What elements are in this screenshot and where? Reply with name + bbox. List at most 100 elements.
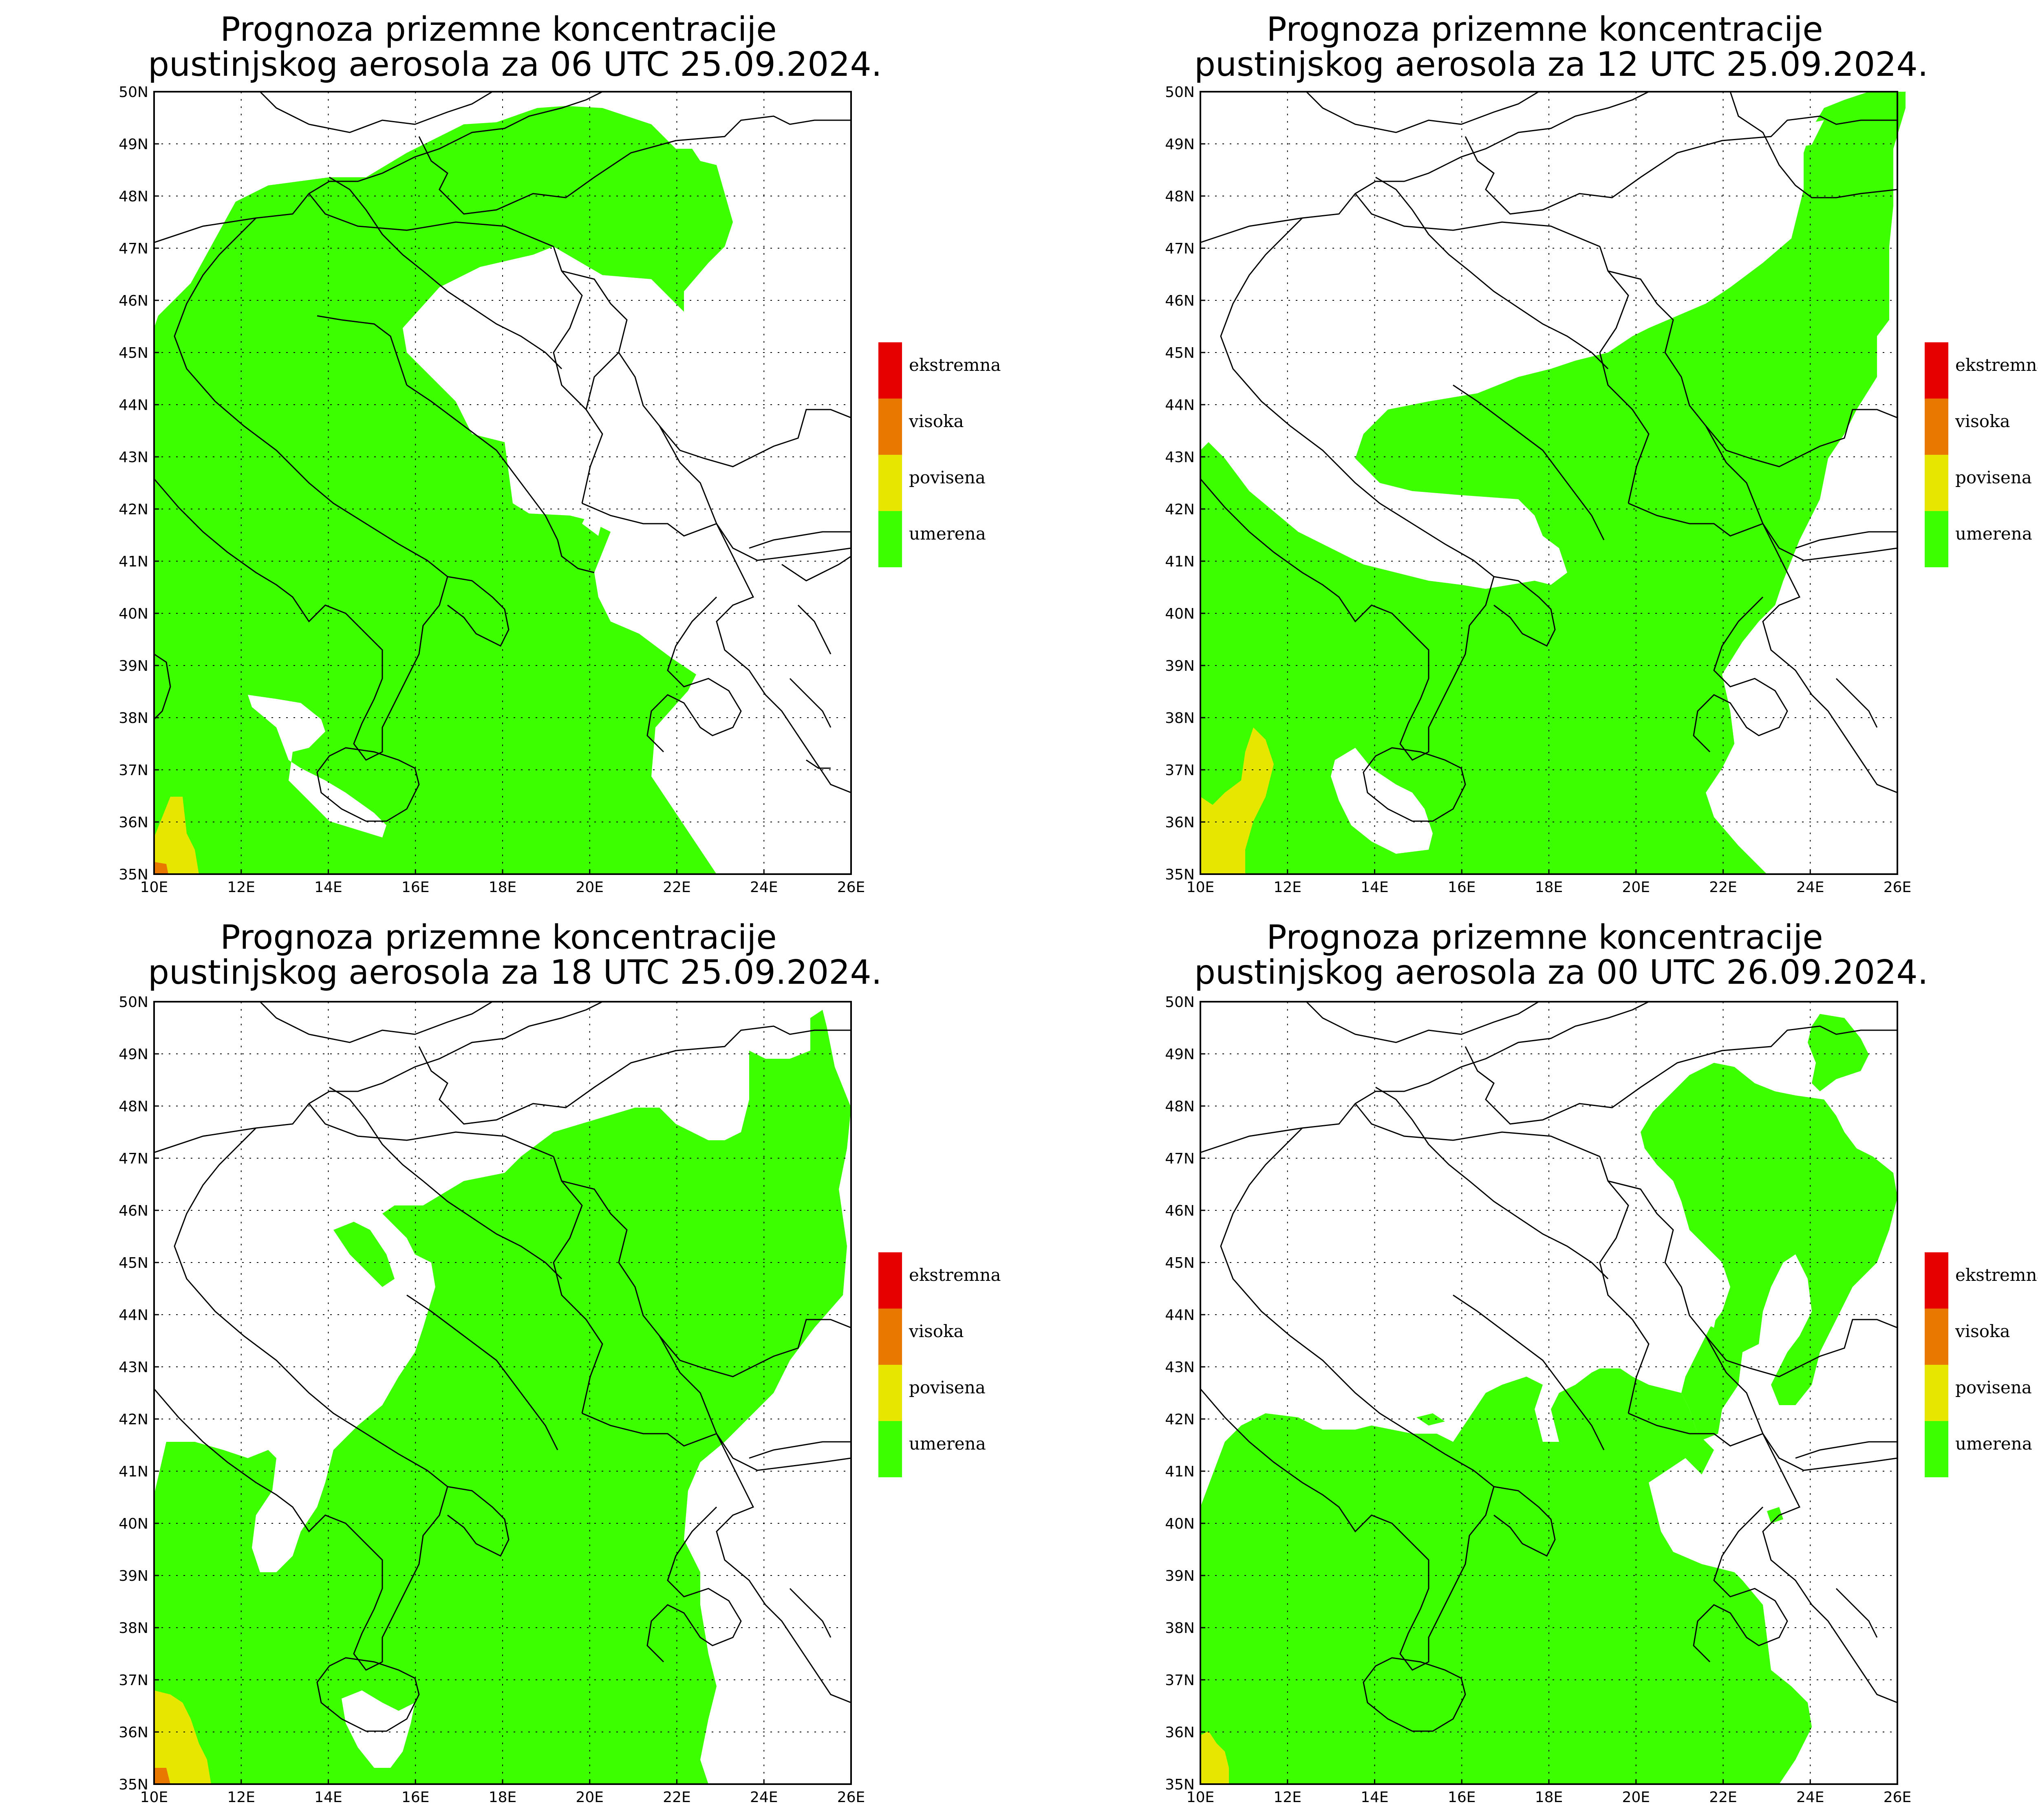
legend-swatch-ekstremna: [1925, 1252, 1948, 1309]
legend-label-povisena: povisena: [1955, 1377, 2032, 1397]
map-figure: 50N 49N 48N 47N 46N 45N 44N 43N 42N 41N 40N 39N 38N 3…: [1165, 994, 2038, 1806]
legend-swatch-umerena: [878, 1421, 902, 1477]
clear-area-lake: [647, 401, 688, 442]
legend-swatch-povisena: [1925, 1365, 1948, 1421]
aerosol-fields: [154, 106, 733, 874]
lon-tick-label: 16E: [1448, 1789, 1476, 1806]
moderate-area: [1200, 1368, 1812, 1784]
moderate-area-ne: [1641, 1063, 1897, 1483]
moderate-area: [154, 106, 733, 874]
clear-area-sicily: [342, 1690, 415, 1768]
lat-axis: 50N 49N 48N 47N 46N 45N 44N 43N 42N 41N 40N 39N 38N 3…: [119, 84, 159, 883]
lat-tick-label: 38N: [1165, 710, 1195, 727]
lon-tick-label: 18E: [489, 1789, 517, 1806]
lat-tick-label: 36N: [1165, 814, 1195, 831]
lat-tick-label: 49N: [119, 136, 148, 153]
lat-tick-label: 42N: [119, 1411, 148, 1428]
elevated-area: [1200, 1731, 1229, 1784]
lon-axis: 10E 12E 14E 16E 18E 20E 22E 24E 26E: [140, 1779, 865, 1806]
moderate-area-istria: [333, 1222, 395, 1287]
title-line-1: Prognoza prizemne koncentracije: [1266, 918, 1823, 957]
lat-tick-label: 40N: [1165, 1516, 1195, 1532]
lat-tick-label: 35N: [119, 866, 148, 883]
title-line-2: pustinjskog aerosola za 06 UTC 25.09.202…: [148, 45, 882, 84]
lat-tick-label: 41N: [1165, 1463, 1195, 1480]
graticule: [1200, 92, 1897, 874]
clear-area-sicily: [248, 695, 386, 837]
lon-tick-label: 24E: [1796, 1789, 1824, 1806]
lat-tick-label: 48N: [119, 188, 148, 205]
lat-tick-label: 45N: [1165, 345, 1195, 361]
country-borders: [153, 1001, 851, 1732]
lat-tick-label: 45N: [1165, 1255, 1195, 1271]
lon-tick-label: 20E: [1622, 1789, 1650, 1806]
legend: ekstremna visoka povisena umerena: [878, 342, 1001, 567]
legend-label-visoka: visoka: [1955, 411, 2010, 431]
lon-tick-label: 22E: [1709, 879, 1737, 896]
lat-tick-label: 43N: [119, 1359, 148, 1376]
lon-tick-label: 20E: [576, 1789, 604, 1806]
lat-tick-label: 39N: [1165, 658, 1195, 674]
lon-tick-label: 12E: [227, 1789, 255, 1806]
lat-tick-label: 38N: [119, 710, 148, 727]
aerosol-fields: [1200, 1014, 1897, 1784]
clear-area-sicily: [1331, 748, 1433, 854]
lat-tick-label: 44N: [1165, 397, 1195, 414]
lat-tick-label: 43N: [119, 449, 148, 466]
lat-tick-label: 46N: [119, 293, 148, 309]
legend-label-umerena: umerena: [909, 1434, 986, 1454]
legend-label-ekstremna: ekstremna: [909, 1265, 1001, 1285]
lat-tick-label: 44N: [119, 397, 148, 414]
map-panel-12utc: Prognoza prizemne koncentracije pustinjs…: [1046, 0, 2038, 910]
panel-title: Prognoza prizemne koncentracije pustinjs…: [148, 12, 882, 84]
legend-label-umerena: umerena: [1955, 524, 2032, 544]
lon-tick-label: 12E: [227, 879, 255, 896]
lat-tick-label: 48N: [1165, 188, 1195, 205]
country-borders: [1200, 91, 1898, 822]
map-panel-00utc: Prognoza prizemne koncentracije pustinjs…: [1046, 910, 2038, 1820]
title-line-2: pustinjskog aerosola za 00 UTC 26.09.202…: [1194, 953, 1928, 992]
legend-swatch-umerena: [1925, 1421, 1948, 1477]
lat-tick-label: 37N: [119, 762, 148, 779]
legend-swatch-visoka: [1925, 399, 1948, 455]
title-line-1: Prognoza prizemne koncentracije: [1266, 10, 1823, 49]
lon-tick-label: 22E: [663, 879, 691, 896]
legend-swatch-visoka: [878, 1309, 902, 1365]
lat-tick-label: 48N: [119, 1098, 148, 1115]
lat-axis: 50N 49N 48N 47N 46N 45N 44N 43N 42N 41N 40N 39N 38N 3…: [1165, 84, 1205, 883]
lon-tick-label: 24E: [750, 1789, 778, 1806]
lon-tick-label: 26E: [837, 879, 865, 896]
elevated-area: [1200, 727, 1274, 874]
legend-label-povisena: povisena: [909, 1377, 986, 1397]
lon-tick-label: 10E: [1187, 879, 1215, 896]
lat-axis: 50N 49N 48N 47N 46N 45N 44N 43N 42N 41N 40N 39N 38N 3…: [1165, 994, 1205, 1793]
legend: ekstremna visoka povisena umerena: [1925, 1252, 2038, 1477]
aerosol-fields: [154, 1010, 851, 1784]
legend-swatch-ekstremna: [878, 342, 902, 399]
lat-tick-label: 35N: [1165, 866, 1195, 883]
moderate-area-romania: [1808, 1014, 1869, 1091]
lon-tick-label: 18E: [1535, 879, 1563, 896]
lon-tick-label: 16E: [1448, 879, 1476, 896]
lat-tick-label: 39N: [1165, 1568, 1195, 1584]
lat-tick-label: 47N: [1165, 1150, 1195, 1167]
lon-axis: 10E 12E 14E 16E 18E 20E 22E 24E 26E: [1187, 1779, 1911, 1806]
lat-tick-label: 35N: [1165, 1776, 1195, 1793]
lon-tick-label: 14E: [1361, 879, 1389, 896]
lon-axis: 10E 12E 14E 16E 18E 20E 22E 24E 26E: [1187, 869, 1911, 896]
elevated-area: [154, 1690, 211, 1784]
title-line-2: pustinjskog aerosola za 18 UTC 25.09.202…: [148, 953, 882, 992]
clear-area-balkans: [1673, 137, 1681, 141]
lat-tick-label: 37N: [1165, 1672, 1195, 1689]
lat-tick-label: 47N: [119, 1150, 148, 1167]
lat-tick-label: 47N: [1165, 240, 1195, 257]
map-panel-06utc: Prognoza prizemne koncentracije pustinjs…: [0, 0, 1046, 910]
lat-tick-label: 42N: [1165, 501, 1195, 518]
lat-tick-label: 45N: [119, 1255, 148, 1271]
lon-tick-label: 22E: [1709, 1789, 1737, 1806]
lon-tick-label: 20E: [1622, 879, 1650, 896]
lon-tick-label: 24E: [1796, 879, 1824, 896]
lat-tick-label: 49N: [1165, 1046, 1195, 1063]
legend-label-umerena: umerena: [1955, 1434, 2032, 1454]
lon-tick-label: 16E: [401, 1789, 430, 1806]
